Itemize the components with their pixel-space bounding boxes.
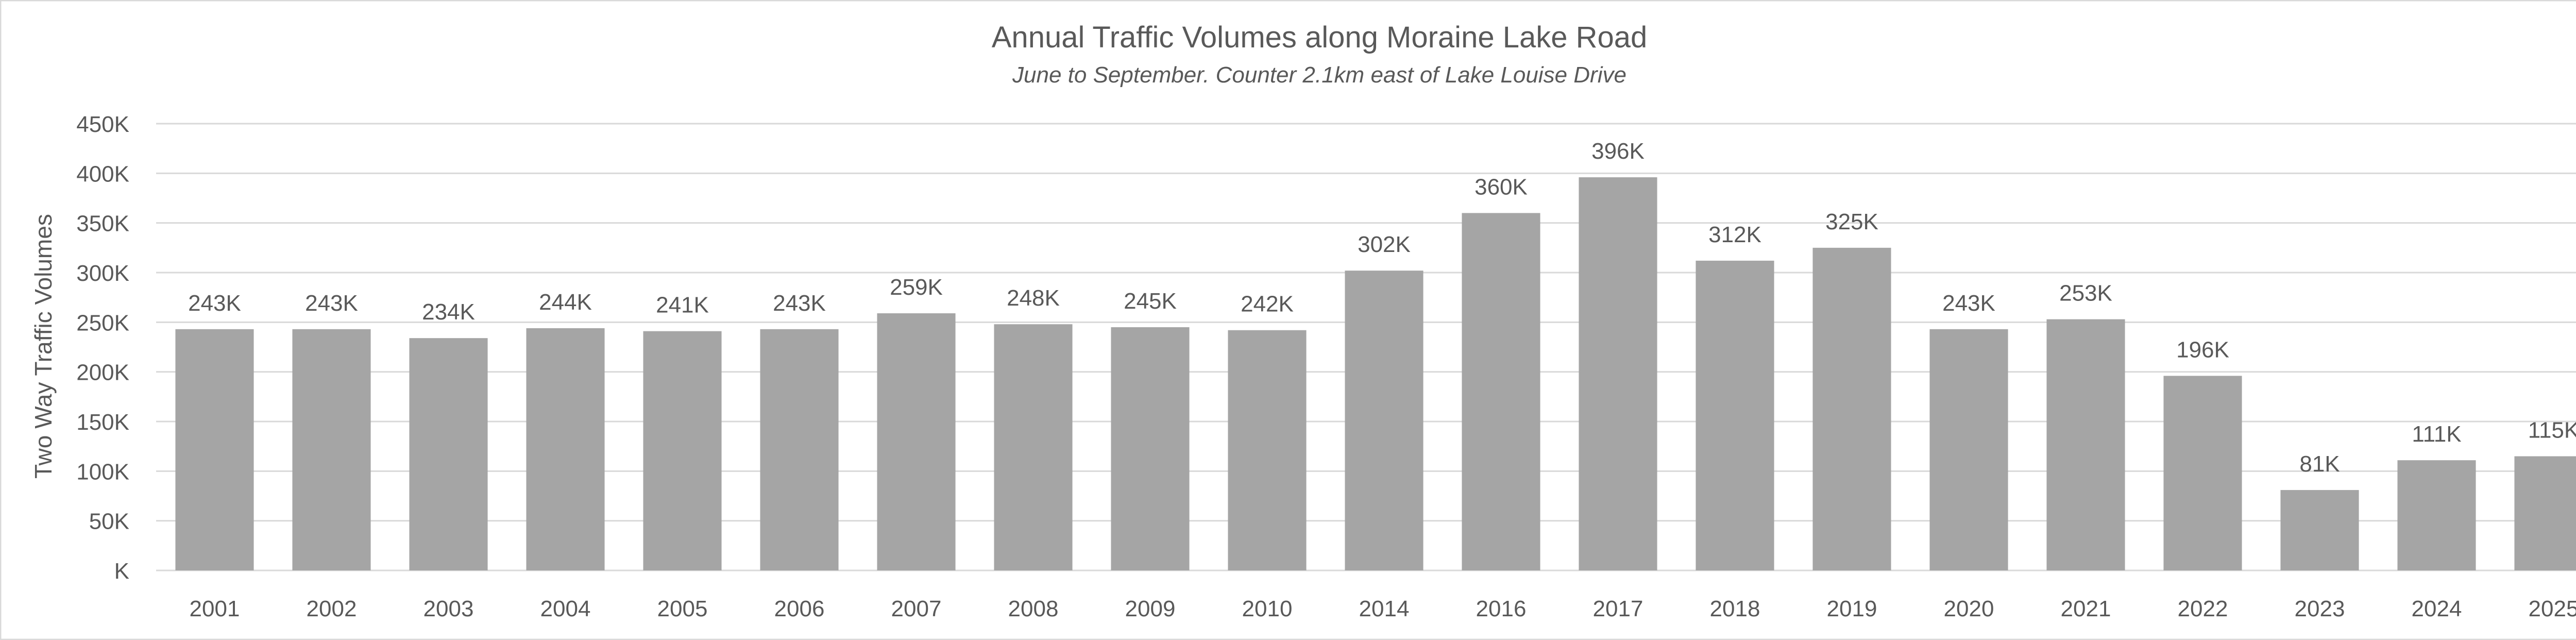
bar-2014: [1345, 271, 1423, 570]
y-tick-label: K: [114, 559, 129, 584]
y-tick-label: 300K: [76, 261, 129, 286]
bar-2020: [1929, 329, 2008, 570]
bar-2016: [1462, 213, 1540, 570]
bar-2023: [2280, 490, 2359, 570]
data-label: 111K: [2412, 422, 2461, 447]
x-tick-label: 2007: [891, 596, 942, 621]
x-tick-label: 2025: [2529, 596, 2576, 621]
chart-subtitle: June to September. Counter 2.1km east of…: [1012, 62, 1626, 88]
data-label: 253K: [2059, 281, 2112, 306]
data-label: 243K: [188, 291, 241, 316]
x-tick-label: 2019: [1827, 596, 1877, 621]
y-tick-label: 150K: [76, 410, 129, 435]
x-tick-label: 2002: [307, 596, 357, 621]
bar-2025: [2514, 456, 2576, 570]
bar-2005: [643, 331, 722, 570]
x-tick-label: 2001: [190, 596, 240, 621]
x-tick-label: 2005: [657, 596, 708, 621]
data-label: 241K: [656, 293, 709, 318]
y-tick-label: 50K: [89, 509, 129, 534]
bar-2008: [994, 324, 1073, 570]
bar-2006: [760, 329, 839, 570]
y-tick-label: 200K: [76, 360, 129, 385]
data-label: 196K: [2176, 337, 2229, 362]
data-labels: 243K 243K 234K 244K 241K 243K 259K 248K 245K 242K…: [188, 139, 2576, 477]
y-tick-label: 250K: [76, 310, 129, 335]
x-tick-label: 2014: [1359, 596, 1410, 621]
data-label: 243K: [773, 291, 826, 316]
bar-2018: [1696, 260, 1774, 570]
x-tick-labels: 2001 2002 2003 2004 2005 2006 2007 2008 2009 2010…: [190, 596, 2576, 621]
bar-2004: [526, 328, 605, 570]
x-tick-label: 2003: [423, 596, 474, 621]
x-tick-label: 2023: [2295, 596, 2345, 621]
x-tick-label: 2021: [2061, 596, 2111, 621]
x-tick-label: 2004: [540, 596, 591, 621]
data-label: 396K: [1591, 139, 1645, 164]
data-label: 243K: [1942, 291, 1995, 316]
data-label: 243K: [305, 291, 358, 316]
bar-2009: [1111, 327, 1190, 570]
bars: [175, 177, 2576, 570]
x-tick-label: 2009: [1125, 596, 1176, 621]
data-label: 242K: [1241, 292, 1294, 317]
x-tick-label: 2016: [1476, 596, 1527, 621]
data-label: 81K: [2299, 451, 2340, 477]
x-tick-label: 2010: [1242, 596, 1293, 621]
x-tick-label: 2018: [1710, 596, 1760, 621]
bar-2017: [1579, 177, 1657, 570]
bar-2010: [1228, 330, 1307, 570]
x-tick-label: 2020: [1944, 596, 1994, 621]
data-label: 302K: [1358, 232, 1411, 257]
x-tick-label: 2017: [1593, 596, 1643, 621]
bar-2001: [175, 329, 254, 570]
bar-2003: [409, 338, 488, 570]
data-label: 248K: [1007, 285, 1060, 311]
y-tick-labels: K 50K 100K 150K 200K 250K 300K 350K 400K 450K: [76, 112, 129, 584]
bar-2007: [877, 313, 956, 570]
data-label: 115K: [2528, 417, 2576, 443]
bar-2021: [2046, 319, 2125, 570]
data-label: 245K: [1124, 289, 1177, 314]
data-label: 234K: [422, 299, 475, 325]
y-tick-label: 450K: [76, 112, 129, 137]
bar-2022: [2163, 376, 2242, 570]
bar-2019: [1812, 247, 1891, 570]
x-tick-label: 2022: [2178, 596, 2228, 621]
data-label: 259K: [890, 275, 943, 300]
data-label: 325K: [1825, 209, 1878, 234]
data-label: 312K: [1708, 222, 1761, 247]
y-tick-label: 350K: [76, 211, 129, 237]
y-tick-label: 400K: [76, 161, 129, 187]
x-tick-label: 2024: [2412, 596, 2462, 621]
x-tick-label: 2006: [774, 596, 825, 621]
bar-2002: [292, 329, 371, 570]
y-axis-title: Two Way Traffic Volumes: [30, 214, 57, 479]
chart-title: Annual Traffic Volumes along Moraine Lak…: [992, 21, 1648, 54]
data-label: 360K: [1475, 174, 1528, 199]
x-tick-label: 2008: [1008, 596, 1059, 621]
y-tick-label: 100K: [76, 459, 129, 484]
bar-2024: [2397, 460, 2476, 570]
data-label: 244K: [539, 290, 592, 315]
